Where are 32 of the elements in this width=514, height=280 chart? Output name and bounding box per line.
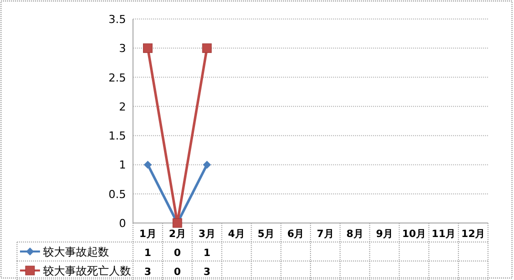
x-tick-label: 8月	[346, 229, 364, 240]
x-tick-label: 10月	[402, 229, 426, 240]
y-tick-label: 1.5	[108, 130, 126, 143]
x-tick-label: 5月	[258, 229, 275, 240]
y-tick-label: 2	[119, 100, 126, 114]
x-tick-label: 11月	[432, 229, 456, 240]
data-label: 0	[174, 267, 181, 278]
y-tick-label: 3.5	[108, 13, 126, 26]
y-tick-label: 0.5	[108, 188, 126, 201]
data-label: 3	[203, 267, 210, 278]
y-tick-label: 3	[119, 42, 126, 56]
point	[143, 43, 153, 53]
legend-label: 较大事故死亡人数	[43, 264, 131, 278]
x-tick-label: 1月	[139, 229, 156, 240]
x-tick-label: 6月	[287, 229, 304, 240]
data-label: 3	[144, 267, 152, 278]
x-tick-label: 7月	[316, 229, 334, 240]
data-label: 1	[144, 248, 152, 259]
y-tick-label: 1	[119, 158, 126, 172]
point	[202, 160, 211, 169]
legend-label: 较大事故起数	[43, 246, 109, 258]
point	[144, 160, 152, 169]
data-label: 0	[174, 248, 181, 259]
x-tick-label: 12月	[461, 229, 486, 240]
y-tick-label: 2.5	[108, 71, 126, 84]
x-tick-label: 3月	[198, 229, 216, 240]
data-label: 1	[203, 248, 210, 259]
point	[202, 43, 212, 53]
y-tick-label: 0	[119, 217, 126, 230]
x-tick-label: 4月	[228, 229, 246, 240]
x-tick-label: 9月	[376, 229, 393, 240]
x-tick-label: 2月	[168, 229, 186, 240]
